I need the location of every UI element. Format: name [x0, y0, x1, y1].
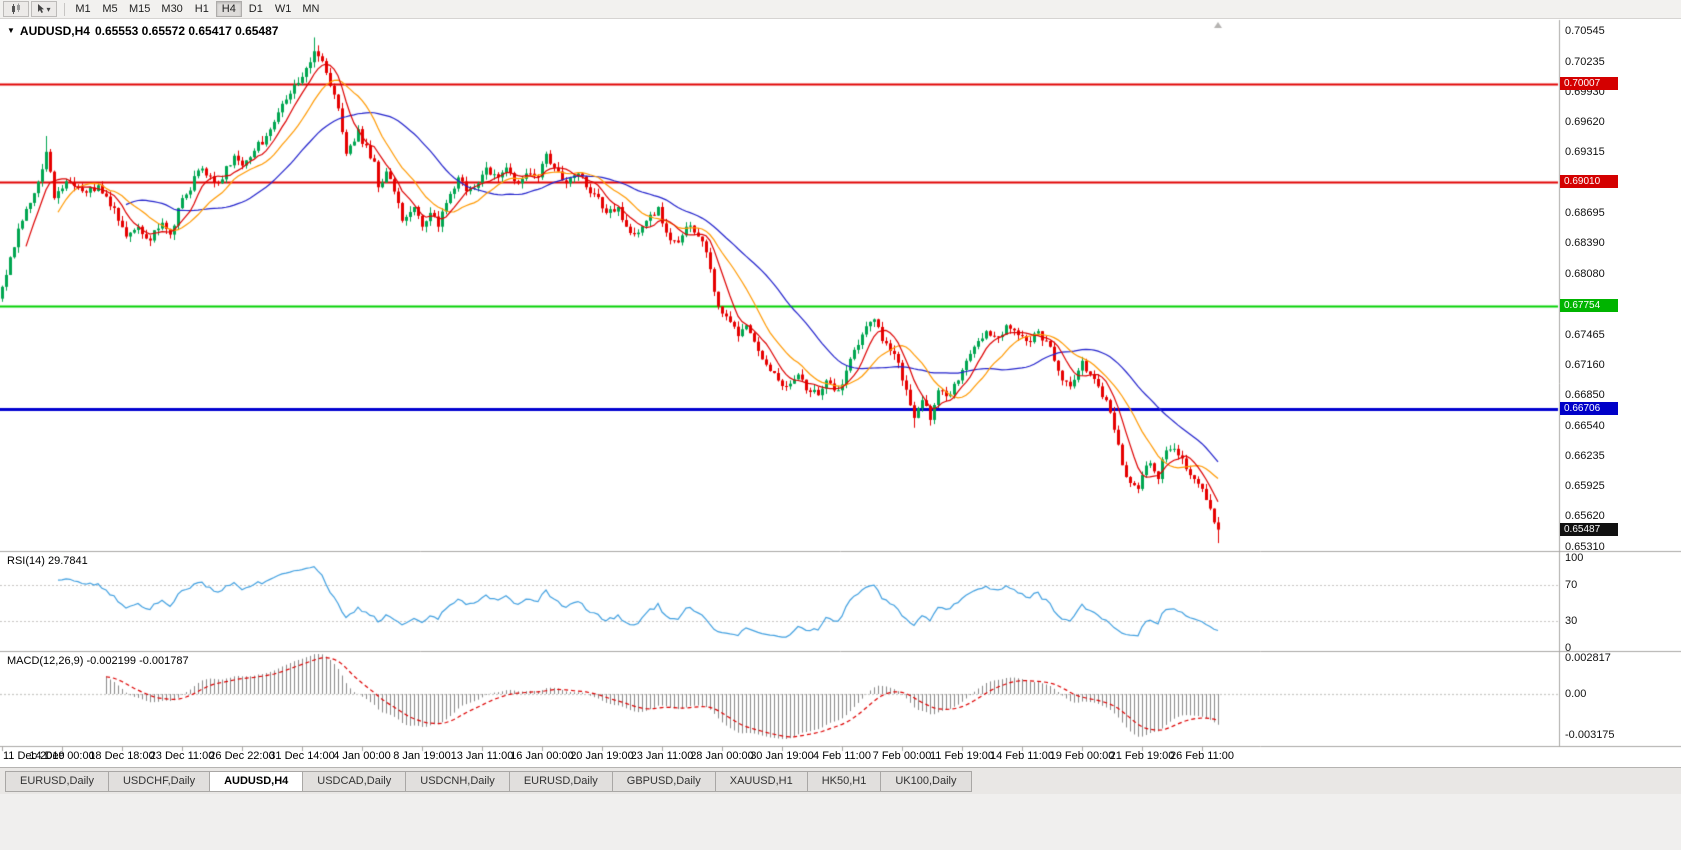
- price-tick-label: 0.70545: [1565, 25, 1605, 38]
- timeframe-button-m15[interactable]: M15: [129, 3, 151, 15]
- dropdown-caret-icon: ▾: [46, 4, 51, 14]
- symbol-label: AUDUSD,H4: [19, 24, 90, 38]
- rsi-scale-label: 70: [1565, 579, 1578, 591]
- chart-tab-7-xauusd-h1[interactable]: XAUUSD,H1: [714, 771, 808, 792]
- time-axis-label: 28 Jan 00:00: [690, 750, 754, 762]
- timeframe-button-m30[interactable]: M30: [161, 3, 183, 15]
- chart-tab-3-usdcad-daily[interactable]: USDCAD,Daily: [302, 771, 407, 792]
- time-axis-label: 4 Feb 11:00: [813, 750, 871, 762]
- cursor-icon: [38, 4, 45, 13]
- price-tick-label: 0.70235: [1565, 55, 1605, 68]
- time-axis-label: 31 Dec 14:00: [269, 750, 335, 762]
- price-tick-label: 0.67465: [1565, 328, 1605, 341]
- symbol-caret-icon: ▼: [7, 25, 15, 35]
- time-axis-label: 26 Dec 22:00: [209, 750, 275, 762]
- chart-tab-6-gbpusd-daily[interactable]: GBPUSD,Daily: [611, 771, 716, 792]
- toolbar-separator: [64, 2, 65, 16]
- chart-tab-8-hk50-h1[interactable]: HK50,H1: [806, 771, 882, 792]
- timeframe-button-d1[interactable]: D1: [248, 3, 263, 15]
- chart-type-button[interactable]: [3, 1, 29, 17]
- price-tick-label: 0.68695: [1565, 207, 1605, 220]
- time-axis-label: 13 Jan 11:00: [450, 750, 514, 762]
- price-axis: 0.70545 0.70235 0.69930 0.69620 0.69315 0.686…: [1560, 0, 1681, 766]
- price-tick-label: 0.69315: [1565, 146, 1605, 159]
- time-axis-label: 16 Jan 00:00: [510, 750, 574, 762]
- timeframe-button-w1[interactable]: W1: [274, 3, 292, 15]
- price-badge-0.70007: 0.70007: [1560, 77, 1618, 91]
- timeframe-toolbar: ▾ M1 M5 M15 M30 H1 H4 D1 W1 MN: [0, 0, 1681, 19]
- chart-tab-2-audusd-h4[interactable]: AUDUSD,H4: [209, 771, 304, 792]
- macd-scale-label: 0.002817: [1565, 651, 1611, 664]
- timeframe-buttons-group: M1 M5 M15 M30 H1 H4 D1 W1 MN: [70, 1, 325, 17]
- chart-tab-9-uk100-daily[interactable]: UK100,Daily: [880, 771, 972, 792]
- price-badge-0.65487: 0.65487: [1560, 522, 1618, 536]
- price-tick-label: 0.65620: [1565, 510, 1605, 523]
- timeframe-button-m5[interactable]: M5: [102, 3, 118, 15]
- macd-scale-label: 0.00: [1565, 688, 1587, 700]
- rsi-scale-label: 30: [1565, 615, 1578, 627]
- price-tick-label: 0.66235: [1565, 449, 1605, 462]
- time-axis-label: 20 Jan 19:00: [570, 750, 634, 762]
- time-axis-label: 14 Dec 00:00: [29, 750, 95, 762]
- time-axis-label: 19 Feb 00:00: [1049, 750, 1115, 762]
- chart-tab-bar: EURUSD,Daily USDCHF,Daily AUDUSD,H4 USDCAD,…: [0, 767, 1681, 794]
- macd-scale-label: -0.003175: [1565, 728, 1615, 741]
- price-tick-label: 0.65310: [1565, 541, 1605, 554]
- price-tick-label: 0.67160: [1565, 358, 1605, 371]
- ohlc-values: 0.65553 0.65572 0.65417 0.65487: [94, 24, 279, 38]
- macd-indicator-label: MACD(12,26,9) -0.002199 -0.001787: [7, 655, 189, 667]
- price-tick-label: 0.66540: [1565, 419, 1605, 432]
- time-axis-label: 21 Feb 19:00: [1109, 750, 1175, 762]
- time-axis-label: 18 Dec 18:00: [89, 750, 155, 762]
- chart-title: ▼ AUDUSD,H4 0.65553 0.65572 0.65417 0.65…: [7, 24, 278, 38]
- time-axis-label: 14 Feb 11:00: [989, 750, 1055, 762]
- rsi-scale-label: 100: [1565, 552, 1584, 564]
- time-axis-label: 23 Dec 11:00: [149, 750, 215, 762]
- time-axis-label: 30 Jan 19:00: [750, 750, 814, 762]
- timeframe-button-h4[interactable]: H4: [215, 1, 242, 17]
- price-badge-0.69010: 0.69010: [1560, 175, 1618, 189]
- timeframe-button-m1[interactable]: M1: [75, 3, 91, 15]
- price-badge-0.66706: 0.66706: [1560, 402, 1618, 416]
- time-axis-label: 23 Jan 11:00: [630, 750, 694, 762]
- chart-tab-0-eurusd-daily[interactable]: EURUSD,Daily: [5, 771, 109, 792]
- timeframe-button-h1[interactable]: H1: [194, 3, 209, 15]
- time-axis-label: 7 Feb 00:00: [872, 750, 932, 762]
- rsi-indicator-label: RSI(14) 29.7841: [7, 555, 88, 567]
- price-tick-label: 0.68390: [1565, 237, 1605, 250]
- price-tick-label: 0.68080: [1565, 268, 1605, 280]
- timeframe-button-mn[interactable]: MN: [302, 3, 320, 15]
- cursor-tool-button[interactable]: ▾: [31, 1, 57, 17]
- chart-tab-1-usdchf-daily[interactable]: USDCHF,Daily: [107, 771, 211, 792]
- price-tick-label: 0.65925: [1565, 480, 1605, 493]
- time-axis-label: 8 Jan 19:00: [393, 750, 451, 762]
- price-badge-0.67754: 0.67754: [1560, 299, 1618, 313]
- time-axis-label: 4 Jan 00:00: [333, 750, 391, 762]
- time-axis: 11 Dec 2019 14 Dec 00:00 18 Dec 18:00 23 De…: [0, 750, 1681, 765]
- rsi-scale-label: 0: [1565, 642, 1572, 654]
- chart-tab-5-eurusd-daily[interactable]: EURUSD,Daily: [508, 771, 613, 792]
- price-tick-label: 0.66850: [1565, 389, 1605, 402]
- time-axis-label: 11 Feb 19:00: [929, 750, 995, 762]
- chart-tab-4-usdcnh-daily[interactable]: USDCNH,Daily: [405, 771, 510, 792]
- time-axis-label: 11 Dec 2019: [3, 750, 65, 762]
- time-axis-label: 26 Feb 11:00: [1169, 750, 1235, 762]
- candlestick-chart-icon: [12, 3, 20, 14]
- price-tick-label: 0.69620: [1565, 116, 1605, 129]
